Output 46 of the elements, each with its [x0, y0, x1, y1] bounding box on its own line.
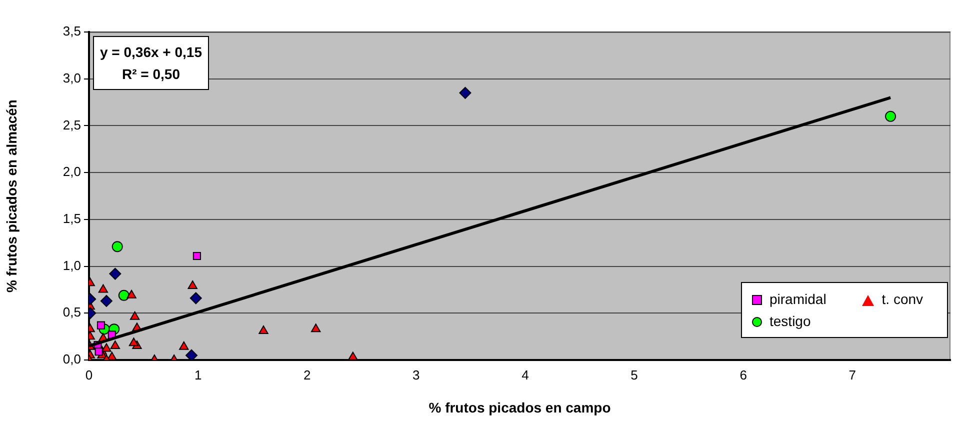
annotation: R² = 0,50 [121, 65, 181, 84]
x-tick-label: 0 [85, 367, 93, 382]
x-tick-label: 6 [740, 367, 747, 382]
point [348, 352, 358, 360]
point [258, 325, 268, 334]
x-tick-label: 7 [848, 367, 856, 382]
y-axis-title: % frutos picados en almacén [3, 100, 20, 292]
point [130, 311, 140, 320]
point [128, 338, 139, 346]
point [102, 343, 112, 352]
x-tick-label: 4 [522, 367, 529, 382]
y-tick-label: 0,0 [62, 352, 81, 367]
y-tick-label: 2,0 [62, 164, 81, 180]
point [110, 340, 120, 349]
x-tick-label: 3 [412, 367, 420, 382]
point [192, 252, 201, 260]
legend-label: piramidal [768, 291, 828, 307]
x-tick-label: 5 [630, 367, 638, 382]
point [188, 280, 198, 289]
point [98, 284, 108, 293]
point [96, 321, 106, 330]
annotation: y = 0,36x + 0,15 [100, 43, 202, 62]
y-tick-label: 2,5 [62, 117, 81, 132]
x-axis-title: % frutos picados en campo [428, 399, 611, 416]
point [179, 341, 189, 350]
y-tick-label: 3,5 [62, 24, 81, 39]
legend-label: t. conv [880, 291, 924, 307]
y-tick-label: 0,5 [62, 304, 81, 320]
point [94, 348, 103, 356]
point [109, 268, 122, 280]
point [190, 292, 202, 304]
point [118, 290, 130, 301]
point [459, 86, 472, 99]
point [107, 352, 117, 360]
point [186, 349, 198, 360]
x-tick-label: 1 [194, 367, 202, 382]
point [112, 241, 123, 252]
point [126, 290, 136, 298]
y-tick-label: 1,0 [62, 258, 81, 273]
legend-label: testigo [768, 313, 812, 329]
point [310, 324, 321, 332]
x-tick-label: 2 [303, 367, 311, 382]
point [100, 294, 112, 307]
y-tick-label: 3,0 [62, 70, 81, 86]
y-tick-label: 1,5 [62, 211, 81, 226]
point [885, 110, 896, 122]
